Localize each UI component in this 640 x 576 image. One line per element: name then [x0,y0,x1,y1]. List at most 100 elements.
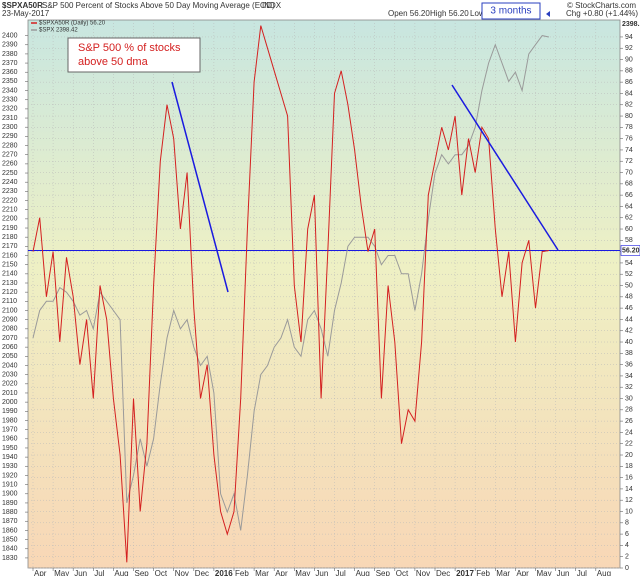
y-tick-label: 2060 [2,344,18,351]
y-tick-label: 2120 [2,289,18,296]
y2-tick-label: 80 [625,113,633,120]
last-value-tag [620,245,640,256]
y-tick-label: 1880 [2,509,18,516]
x-tick-label: Dec [436,569,450,576]
quote-high: High 56.20 [430,9,469,18]
y-tick-label: 1870 [2,518,18,525]
y2-tick-label: 54 [625,260,633,267]
y-tick-label: 2280 [2,142,18,149]
range-button-box[interactable] [481,2,541,20]
legend-label: $SPX 2398.42 [39,28,78,34]
y2-tick-label: 22 [625,441,633,448]
y-tick-label: 2320 [2,106,18,113]
y2-tick-label: 14 [625,486,633,493]
y2-tick-label: 72 [625,158,633,165]
y2-tick-label: 20 [625,452,633,459]
y2-tick-label: 78 [625,124,633,131]
y2-tick-label: 84 [625,90,633,97]
y-tick-label: 2250 [2,170,18,177]
y-tick-label: 1860 [2,527,18,534]
last-value-label: 56.20 [622,247,640,254]
y-tick-label: 2330 [2,97,18,104]
annotation-box [67,37,201,73]
y-tick-label: 2040 [2,362,18,369]
y-tick-label: 2090 [2,317,18,324]
y-tick-label: 2390 [2,42,18,49]
legend-label: $SPXA50R (Daily) 56.20 [39,21,106,27]
y2-tick-label: 50 [625,282,633,289]
y2-tick-label: 24 [625,429,633,436]
y2-tick-label: 0 [625,565,629,572]
y-tick-label: 1850 [2,536,18,543]
x-tick-label: Apr [516,569,529,576]
y2-tick-label: 82 [625,102,633,109]
x-tick-label: Jun [315,569,328,576]
y-tick-label: 2230 [2,188,18,195]
y2-tick-label: 90 [625,56,633,63]
y-tick-label: 2310 [2,115,18,122]
series-layer [28,25,620,563]
series-line [32,25,549,563]
y2-tick-label: 4 [625,542,629,549]
y-tick-label: 2290 [2,133,18,140]
y2-tick-label: 70 [625,169,633,176]
y-tick-label: 2350 [2,78,18,85]
y-tick-label: 2140 [2,271,18,278]
y-tick-label: 1910 [2,481,18,488]
grid [28,20,620,569]
plot-area [27,19,621,569]
y-tick-label: 2130 [2,280,18,287]
y-tick-label: 2270 [2,152,18,159]
y-tick-label: 1900 [2,491,18,498]
y-tick-label: 2360 [2,69,18,76]
y2-tick-label: 40 [625,339,633,346]
x-tick-label: Sep [376,569,391,576]
y2-tick-label: 76 [625,135,633,142]
x-tick-label: Aug [597,569,611,576]
x-tick-label: Oct [396,569,409,576]
quote-open: Open 56.20 [388,9,430,18]
quote-chg: Chg +0.80 (+1.44%) [566,9,638,18]
y2-tick-label: 36 [625,361,633,368]
y-tick-label: 2010 [2,390,18,397]
x-tick-label: Nov [175,569,189,576]
x-tick-label: Sep [135,569,150,576]
y-tick-label: 1980 [2,417,18,424]
y-tick-label: 2400 [2,32,18,39]
y2-tick-label: 94 [625,34,633,41]
x-tick-label: Mar [255,569,269,576]
x-tick-label: 2017 [456,569,474,576]
x-tick-label: Feb [235,569,249,576]
x-tick-label: Jul [336,569,346,576]
annotation: S&P 500 % of stocks [78,42,181,54]
y2-tick-label: 66 [625,192,633,199]
y2-tick-label: 44 [625,316,633,323]
x-tick-label: Jul [94,569,104,576]
spx-last-label: 2398. [622,21,640,28]
y-tick-label: 1990 [2,408,18,415]
y-tick-label: 2210 [2,207,18,214]
y2-tick-label: 68 [625,181,633,188]
y2-tick-label: 2 [625,554,629,561]
x-tick-label: May [295,569,310,576]
y2-tick-label: 58 [625,237,633,244]
x-tick-label: Jun [557,569,570,576]
y2-tick-label: 48 [625,294,633,301]
labels: 0246810121416182022242628303234363840424… [2,21,640,576]
y-tick-label: 2260 [2,161,18,168]
y-tick-label: 2100 [2,307,18,314]
x-tick-label: Aug [114,569,128,576]
x-tick-label: Oct [155,569,168,576]
y2-tick-label: 32 [625,384,633,391]
x-tick-label: Apr [275,569,288,576]
y2-tick-label: 6 [625,531,629,538]
x-tick-label: May [54,569,69,576]
y2-tick-label: 74 [625,147,633,154]
x-tick-label: Mar [496,569,510,576]
range-button[interactable]: 3 months [490,6,531,17]
arrow [546,11,550,17]
y2-tick-label: 92 [625,45,633,52]
y-tick-label: 2150 [2,262,18,269]
y-tick-label: 2380 [2,51,18,58]
